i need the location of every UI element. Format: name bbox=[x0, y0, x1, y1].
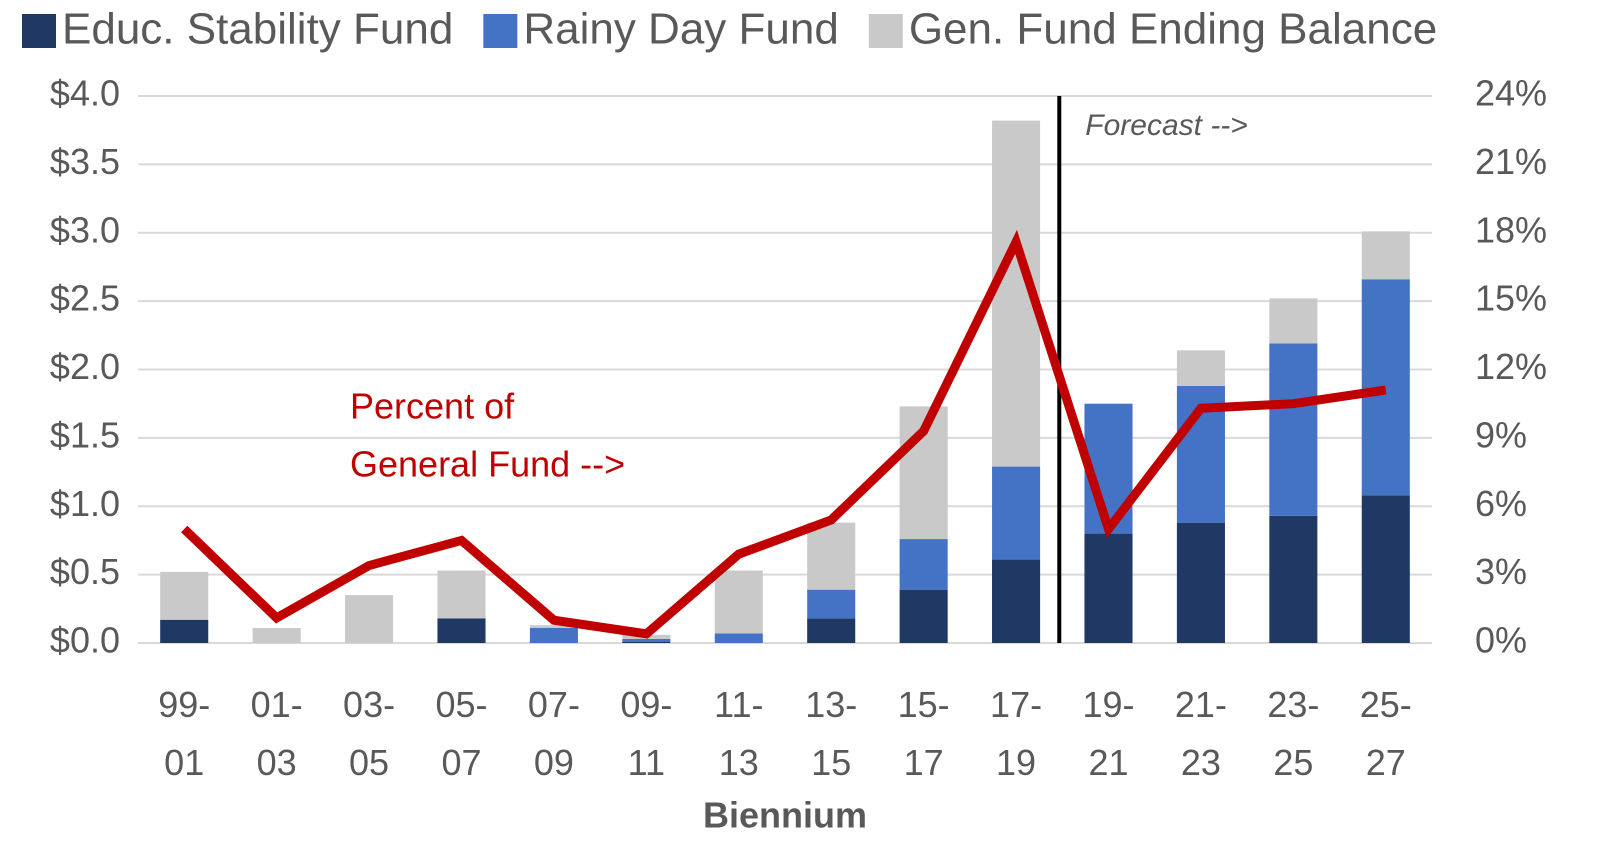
bar bbox=[807, 522, 856, 590]
x-tick-label: 03-05 bbox=[343, 684, 396, 783]
bar bbox=[437, 618, 486, 643]
x-tick-label: 99-01 bbox=[158, 684, 211, 783]
x-tick-label: 21-23 bbox=[1174, 684, 1227, 783]
forecast-label: Forecast --> bbox=[1085, 109, 1248, 142]
bar bbox=[1269, 343, 1318, 516]
percent-line bbox=[181, 229, 1387, 639]
y2-tick-label: 3% bbox=[1475, 551, 1527, 592]
bar bbox=[622, 638, 671, 642]
bar bbox=[529, 625, 578, 628]
bar bbox=[992, 559, 1041, 643]
bar bbox=[1361, 495, 1410, 643]
x-tick-label: 09-11 bbox=[620, 684, 673, 783]
x-tick-label: 11-13 bbox=[714, 684, 764, 783]
bar bbox=[1269, 298, 1318, 344]
legend-label: Rainy Day Fund bbox=[523, 5, 838, 54]
bar bbox=[1084, 533, 1133, 643]
y2-tick-label: 12% bbox=[1475, 346, 1547, 387]
legend-label: Educ. Stability Fund bbox=[62, 5, 453, 54]
x-tick-label: 07-09 bbox=[527, 684, 580, 783]
legend-label: Gen. Fund Ending Balance bbox=[909, 5, 1437, 54]
y-tick-label: $4.0 bbox=[50, 73, 120, 114]
y-tick-label: $3.5 bbox=[50, 141, 120, 182]
x-tick-label: 15-17 bbox=[897, 684, 950, 783]
y-tick-label: $1.0 bbox=[50, 483, 120, 524]
y2-tick-label: 6% bbox=[1475, 483, 1527, 524]
bar bbox=[1361, 279, 1410, 496]
y2-tick-label: 21% bbox=[1475, 141, 1547, 182]
y2-tick-label: 9% bbox=[1475, 414, 1527, 455]
bar bbox=[807, 589, 856, 619]
x-tick-label: 17-19 bbox=[990, 684, 1043, 783]
x-tick-label: 05-07 bbox=[435, 684, 488, 783]
bar bbox=[1176, 522, 1225, 643]
legend-swatch bbox=[483, 14, 518, 48]
x-tick-label: 19-21 bbox=[1082, 684, 1135, 783]
bar bbox=[252, 627, 301, 643]
bar bbox=[992, 466, 1041, 560]
line-label: General Fund --> bbox=[350, 444, 625, 485]
x-tick-label: 13-15 bbox=[805, 684, 858, 783]
bar bbox=[437, 570, 486, 619]
bar bbox=[529, 627, 578, 643]
bar bbox=[714, 633, 763, 643]
line-label: Percent of bbox=[350, 386, 515, 427]
bar bbox=[160, 571, 209, 620]
x-tick-label: 25-27 bbox=[1359, 684, 1412, 783]
bar bbox=[1176, 350, 1225, 386]
legend-swatch bbox=[868, 14, 903, 48]
y-tick-label: $0.0 bbox=[50, 620, 120, 661]
bar bbox=[899, 539, 948, 590]
y2-tick-label: 18% bbox=[1475, 209, 1547, 250]
y-tick-label: $3.0 bbox=[50, 209, 120, 250]
y-tick-label: $2.5 bbox=[50, 278, 120, 319]
y2-tick-label: 24% bbox=[1475, 73, 1547, 114]
y2-tick-label: 0% bbox=[1475, 620, 1527, 661]
bar bbox=[1361, 231, 1410, 280]
x-axis-label: Biennium bbox=[703, 795, 867, 836]
x-tick-label: 23-25 bbox=[1267, 684, 1320, 783]
y-tick-label: $1.5 bbox=[50, 414, 120, 455]
legend-swatch bbox=[22, 14, 56, 48]
y2-tick-label: 15% bbox=[1475, 278, 1547, 319]
bar bbox=[160, 619, 209, 643]
x-tick-label: 01-03 bbox=[250, 684, 303, 783]
bar bbox=[622, 641, 671, 643]
bar bbox=[807, 618, 856, 643]
bar bbox=[345, 595, 394, 643]
bar bbox=[899, 589, 948, 643]
y-tick-label: $2.0 bbox=[50, 346, 120, 387]
bar bbox=[1269, 515, 1318, 643]
bar bbox=[714, 570, 763, 634]
y-tick-label: $0.5 bbox=[50, 551, 120, 592]
